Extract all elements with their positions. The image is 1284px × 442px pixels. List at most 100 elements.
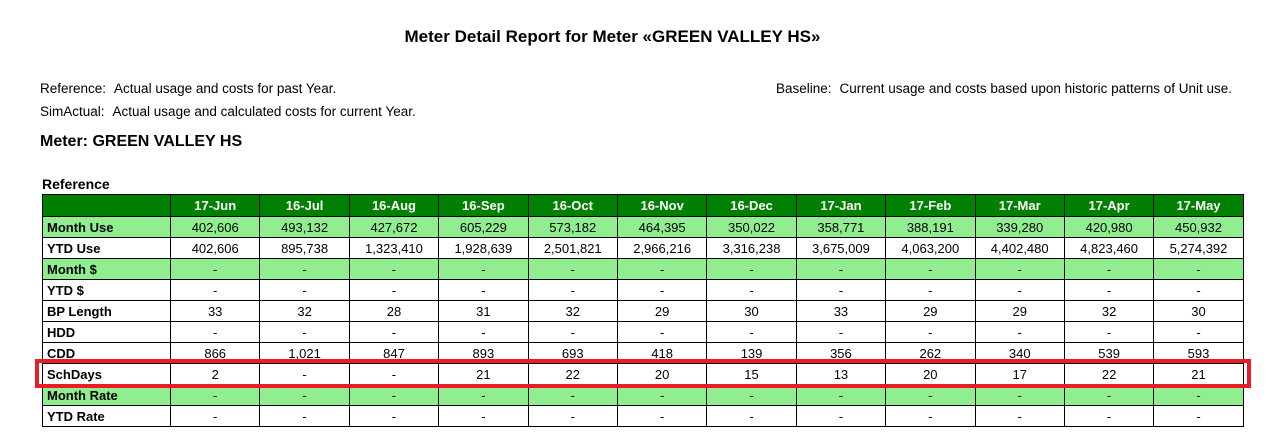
table-cell: 20: [885, 363, 976, 385]
table-cell: 605,229: [438, 216, 529, 238]
table-cell: 893: [438, 342, 529, 364]
row-label-cell: Month Rate: [42, 384, 171, 406]
table-cell: -: [169, 384, 261, 406]
table-cell: 573,182: [527, 216, 618, 238]
table-cell: 32: [1063, 300, 1155, 322]
table-cell: -: [169, 258, 261, 280]
table-cell: 3,316,238: [706, 237, 797, 259]
table-cell: 21: [1153, 363, 1244, 385]
table-cell: 402,606: [169, 237, 261, 259]
table-cell: -: [527, 279, 618, 301]
table-cell: -: [438, 279, 529, 301]
table-cell: -: [348, 279, 440, 301]
table-cell: 30: [706, 300, 797, 322]
table-row: Month Use 402,606 493,132 427,672 605,229 573…: [42, 216, 1244, 238]
table-cell: -: [1063, 405, 1155, 427]
table-cell: -: [259, 279, 350, 301]
table-cell: 402,606: [169, 216, 261, 238]
table-cell: -: [1063, 279, 1155, 301]
table-cell: -: [795, 384, 887, 406]
table-cell: -: [259, 363, 350, 385]
table-row: SchDays 2- -21 22 20 15 13 20 17 22 21: [42, 363, 1244, 385]
table-cell: 358,771: [795, 216, 887, 238]
table-cell: -: [1063, 321, 1155, 343]
table-cell: 20: [616, 363, 708, 385]
table-cell: -: [706, 279, 797, 301]
table-cell: 356: [795, 342, 887, 364]
table-cell: -: [616, 279, 708, 301]
table-cell: -: [616, 321, 708, 343]
table-cell: 339,280: [974, 216, 1065, 238]
table-cell: 13: [795, 363, 887, 385]
legend-baseline-label: Baseline:: [775, 81, 832, 96]
month-header-cell: 17-Jun: [169, 194, 261, 217]
table-cell: 350,022: [706, 216, 797, 238]
table-cell: 33: [795, 300, 887, 322]
table-cell: -: [885, 258, 976, 280]
table-cell: 539: [1063, 342, 1155, 364]
row-label-cell: YTD $: [42, 279, 171, 301]
page-title: Meter Detail Report for Meter «GREEN VAL…: [404, 27, 821, 46]
legend-simactual-text: Actual usage and calculated costs for cu…: [112, 104, 416, 119]
row-label-cell: Month $: [42, 258, 171, 280]
legend-left: Reference: Actual usage and costs for pas…: [40, 81, 416, 127]
row-label-cell: Month Use: [42, 216, 171, 238]
table-cell: -: [438, 321, 529, 343]
table-cell: -: [1153, 321, 1244, 343]
table-cell: 427,672: [348, 216, 440, 238]
table-cell: -: [348, 258, 440, 280]
table-cell: -: [885, 321, 976, 343]
table-cell: 847: [348, 342, 440, 364]
table-cell: -: [527, 384, 618, 406]
table-cell: -: [616, 384, 708, 406]
table-cell: 262: [885, 342, 976, 364]
table-cell: 5,274,392: [1153, 237, 1244, 259]
table-cell: -: [1153, 279, 1244, 301]
table-cell: -: [1153, 405, 1244, 427]
month-header-cell: 16-Oct: [527, 194, 618, 217]
table-cell: 866: [169, 342, 261, 364]
legend-baseline-text: Current usage and costs based upon histo…: [839, 81, 1232, 96]
table-cell: -: [169, 405, 261, 427]
table-cell: -: [1063, 258, 1155, 280]
table-cell: 30: [1153, 300, 1244, 322]
table-cell: -: [616, 405, 708, 427]
table-cell: 593: [1153, 342, 1244, 364]
reference-table-wrap: 17-Jun 16-Jul 16-Aug 16-Sep 16-Oct 16-Nov 16-D…: [35, 194, 1251, 427]
table-cell: -: [348, 321, 440, 343]
table-cell: 1,021: [259, 342, 350, 364]
table-cell: 33: [169, 300, 261, 322]
row-label-cell: SchDays: [42, 363, 171, 385]
table-corner-cell: [42, 194, 171, 217]
legend-baseline-line: Baseline: Current usage and costs based u…: [776, 81, 1232, 96]
legend-simactual-line: SimActual: Actual usage and calculated co…: [40, 104, 416, 119]
month-header-cell: 17-Feb: [885, 194, 976, 217]
table-cell: -: [438, 384, 529, 406]
table-cell: 15: [706, 363, 797, 385]
table-cell: 17: [974, 363, 1065, 385]
table-cell: -: [706, 384, 797, 406]
table-cell: 32: [259, 300, 350, 322]
table-cell: -: [974, 384, 1065, 406]
table-row: YTD Rate - - - - - - - - - - - -: [42, 405, 1244, 427]
table-cell: 2,966,216: [616, 237, 708, 259]
month-header-cell: 17-Mar: [974, 194, 1065, 217]
table-cell: -: [259, 258, 350, 280]
table-cell: 4,823,460: [1063, 237, 1155, 259]
table-cell: 340: [974, 342, 1065, 364]
table-cell: -: [795, 258, 887, 280]
table-row: HDD - - - - - - - - - - - -: [42, 321, 1244, 343]
table-cell: -: [706, 321, 797, 343]
month-header-cell: 16-Sep: [438, 194, 529, 217]
table-row: Month $ - - - - - - - - - - - -: [42, 258, 1244, 280]
table-cell: -: [974, 258, 1065, 280]
table-cell: -: [974, 321, 1065, 343]
table-row: CDD 866 1,021 847 893 693 418 139 356 262 340 539 59…: [42, 342, 1244, 364]
table-cell: -: [885, 384, 976, 406]
table-cell: -: [169, 321, 261, 343]
table-header-row: 17-Jun 16-Jul 16-Aug 16-Sep 16-Oct 16-Nov 16-D…: [42, 194, 1244, 217]
table-cell: 32: [527, 300, 618, 322]
table-cell: 22: [527, 363, 618, 385]
table-cell: 2: [169, 363, 261, 385]
